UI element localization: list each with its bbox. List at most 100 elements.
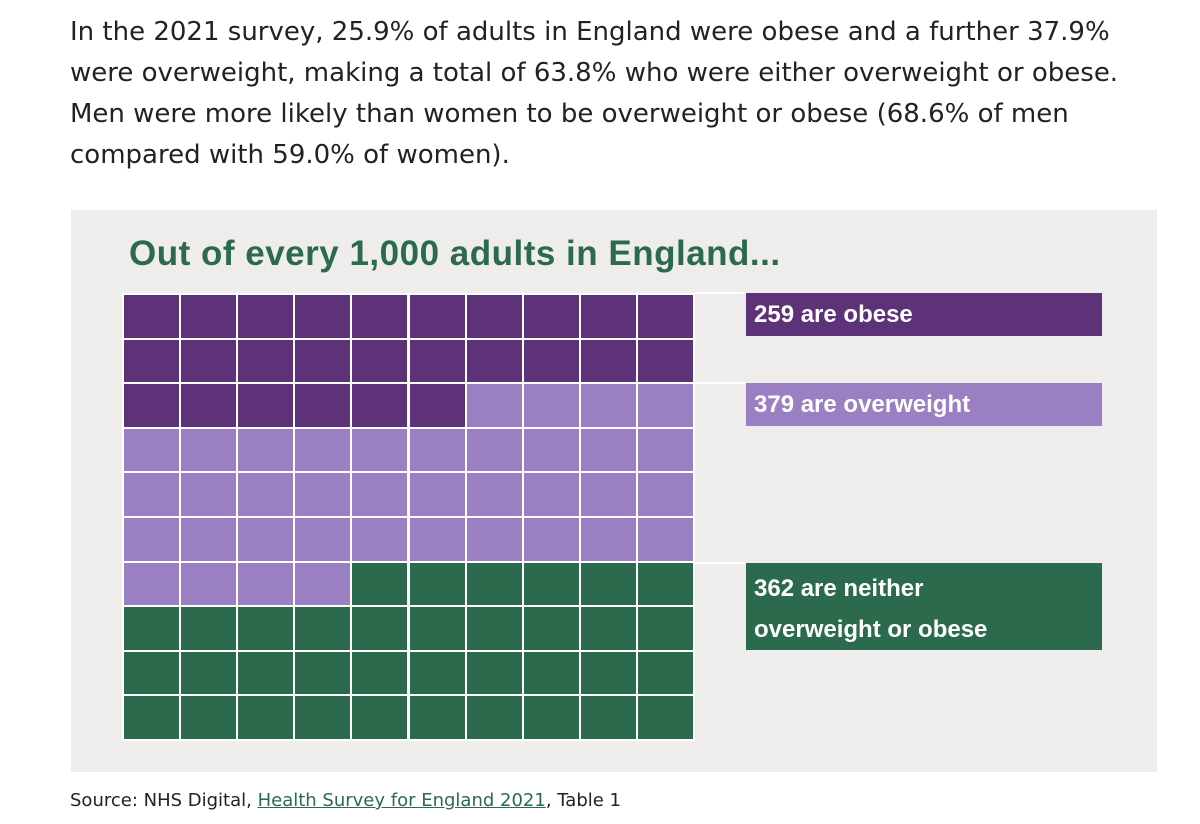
waffle-cell-overweight <box>352 473 408 516</box>
waffle-cell-neither <box>238 607 294 650</box>
waffle-cell-overweight <box>352 518 408 561</box>
waffle-cell-neither <box>352 607 408 650</box>
waffle-cell-neither <box>124 651 180 695</box>
waffle-cell-overweight <box>124 562 180 606</box>
waffle-cell-neither <box>295 607 351 650</box>
waffle-cell-neither <box>523 651 579 695</box>
waffle-cell-obese <box>352 295 408 338</box>
waffle-cell-neither <box>466 651 522 695</box>
waffle-cell-obese <box>295 339 351 383</box>
waffle-cell-overweight <box>637 473 693 516</box>
waffle-cell-overweight <box>409 518 465 561</box>
waffle-cell-neither <box>295 651 351 695</box>
source-link[interactable]: Health Survey for England 2021 <box>257 790 546 811</box>
waffle-cell-obese <box>238 295 294 338</box>
waffle-cell-neither <box>466 562 522 606</box>
waffle-cell-neither <box>637 562 693 606</box>
waffle-cell-obese <box>580 295 636 338</box>
waffle-cell-neither <box>181 607 237 650</box>
waffle-cell-obese <box>466 295 522 338</box>
waffle-cell-overweight <box>124 428 180 472</box>
waffle-cell-neither <box>352 562 408 606</box>
waffle-cell-overweight <box>409 428 465 472</box>
waffle-cell-neither <box>637 607 693 650</box>
waffle-cell-overweight <box>238 518 294 561</box>
waffle-cell-overweight <box>466 473 522 516</box>
waffle-cell-obese <box>580 339 636 383</box>
waffle-cell-overweight <box>352 428 408 472</box>
waffle-cell-neither <box>238 651 294 695</box>
waffle-cell-obese <box>295 384 351 427</box>
waffle-cell-neither <box>295 696 351 739</box>
waffle-cell-overweight <box>466 428 522 472</box>
waffle-cell-obese <box>124 339 180 383</box>
waffle-cell-neither <box>466 607 522 650</box>
waffle-cell-obese <box>181 295 237 338</box>
waffle-cell-overweight <box>580 473 636 516</box>
obese-connector-line <box>695 292 746 294</box>
overweight-label: 379 are overweight <box>746 383 1102 426</box>
waffle-cell-overweight <box>295 562 351 606</box>
waffle-cell-overweight <box>523 473 579 516</box>
waffle-cell-neither <box>409 696 465 739</box>
waffle-cell-neither <box>580 651 636 695</box>
neither-label-line-2: overweight or obese <box>754 616 988 643</box>
waffle-cell-overweight <box>580 384 636 427</box>
waffle-cell-overweight <box>466 518 522 561</box>
obese-label: 259 are obese <box>746 293 1102 336</box>
chart-title: Out of every 1,000 adults in England... <box>129 234 781 273</box>
waffle-cell-obese <box>466 339 522 383</box>
waffle-cell-neither <box>124 696 180 739</box>
waffle-cell-obese <box>181 384 237 427</box>
waffle-cell-overweight <box>238 428 294 472</box>
waffle-cell-obese <box>124 295 180 338</box>
intro-paragraph: In the 2021 survey, 25.9% of adults in E… <box>70 17 1119 170</box>
waffle-cell-overweight <box>637 518 693 561</box>
waffle-cell-obese <box>637 295 693 338</box>
waffle-cell-overweight <box>580 428 636 472</box>
waffle-cell-overweight <box>295 518 351 561</box>
waffle-cell-neither <box>523 562 579 606</box>
waffle-cell-overweight <box>523 518 579 561</box>
waffle-cell-neither <box>523 696 579 739</box>
waffle-cell-obese <box>523 339 579 383</box>
waffle-cell-overweight <box>181 562 237 606</box>
waffle-cell-neither <box>124 607 180 650</box>
waffle-cell-neither <box>580 562 636 606</box>
waffle-cell-obese <box>352 384 408 427</box>
waffle-cell-neither <box>238 696 294 739</box>
waffle-cell-overweight <box>124 473 180 516</box>
waffle-cell-neither <box>523 607 579 650</box>
waffle-cell-overweight <box>295 473 351 516</box>
neither-connector-line <box>695 562 746 564</box>
waffle-cell-neither <box>181 696 237 739</box>
waffle-cell-overweight <box>238 473 294 516</box>
waffle-cell-overweight <box>181 518 237 561</box>
waffle-cell-neither <box>181 651 237 695</box>
waffle-cell-overweight <box>523 384 579 427</box>
waffle-cell-overweight <box>409 473 465 516</box>
waffle-cell-obese <box>238 384 294 427</box>
waffle-cell-obese <box>637 339 693 383</box>
waffle-cell-obese <box>238 339 294 383</box>
waffle-cell-neither <box>637 651 693 695</box>
waffle-cell-neither <box>637 696 693 739</box>
waffle-cell-obese <box>124 384 180 427</box>
waffle-cell-overweight <box>181 428 237 472</box>
waffle-cell-obese <box>295 295 351 338</box>
waffle-cell-neither <box>352 651 408 695</box>
source-prefix: Source: NHS Digital, <box>70 790 258 811</box>
waffle-cell-obese <box>523 295 579 338</box>
waffle-cell-overweight <box>181 473 237 516</box>
waffle-cell-overweight <box>466 384 522 427</box>
waffle-cell-overweight <box>523 428 579 472</box>
waffle-cell-neither <box>352 696 408 739</box>
waffle-cell-obese <box>409 339 465 383</box>
neither-label: 362 are neither overweight or obese <box>746 563 1102 650</box>
waffle-cell-neither <box>409 562 465 606</box>
waffle-cell-obese <box>409 384 465 427</box>
waffle-cell-neither <box>409 607 465 650</box>
overweight-connector-line <box>695 382 746 384</box>
source-suffix: , Table 1 <box>545 790 621 811</box>
waffle-cell-overweight <box>637 384 693 427</box>
